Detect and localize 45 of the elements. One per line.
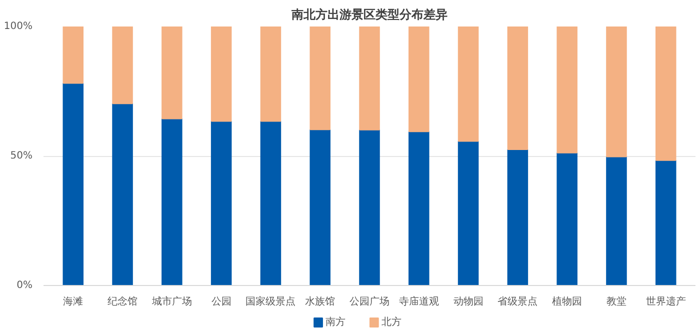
bar — [210, 120, 232, 286]
bar — [556, 26, 578, 154]
bar — [458, 26, 479, 142]
bar — [310, 129, 330, 286]
chart-title: 南北方出游景区类型分布差异 — [290, 8, 448, 22]
x-tick-label: 水族馆 — [305, 296, 336, 308]
bar — [408, 26, 430, 132]
bar — [458, 140, 479, 286]
bar — [507, 26, 528, 150]
x-tick-label: 城市广场 — [150, 296, 192, 308]
x-tick-label: 纪念馆 — [108, 296, 138, 308]
x-tick-label: 国家级景点 — [246, 296, 296, 308]
x-tick-label: 公园广场 — [350, 296, 390, 308]
x-tick-label: 省级景点 — [498, 296, 538, 308]
x-tick-label: 世界遗产 — [646, 296, 686, 308]
y-tick-label: 0% — [16, 280, 33, 291]
legend-label: 北方 — [382, 316, 402, 328]
y-tick-label: 100% — [4, 21, 33, 32]
bar — [62, 82, 84, 286]
bar — [310, 26, 330, 130]
bar — [606, 156, 627, 286]
bar — [112, 103, 133, 286]
bar — [655, 26, 676, 161]
x-tick-label: 公园 — [211, 296, 232, 308]
bar — [162, 26, 182, 120]
x-tick-label: 寺庙道观 — [398, 296, 439, 308]
bar — [507, 149, 528, 286]
bar — [606, 26, 627, 158]
bar — [162, 118, 182, 286]
x-tick-label: 植物园 — [552, 296, 582, 308]
x-tick-label: 动物园 — [453, 296, 484, 308]
bar — [62, 26, 84, 84]
x-tick-label: 教堂 — [606, 296, 626, 308]
bar — [359, 129, 380, 286]
bar — [655, 160, 676, 286]
bar — [556, 152, 578, 286]
bar — [260, 26, 282, 122]
legend-label: 南方 — [326, 316, 346, 328]
bar — [112, 26, 133, 104]
x-tick-label: 海滩 — [63, 296, 84, 308]
bar — [359, 26, 380, 130]
bar — [408, 131, 430, 286]
bar — [210, 26, 232, 122]
bar — [260, 120, 282, 286]
y-tick-label: 50% — [10, 150, 33, 162]
